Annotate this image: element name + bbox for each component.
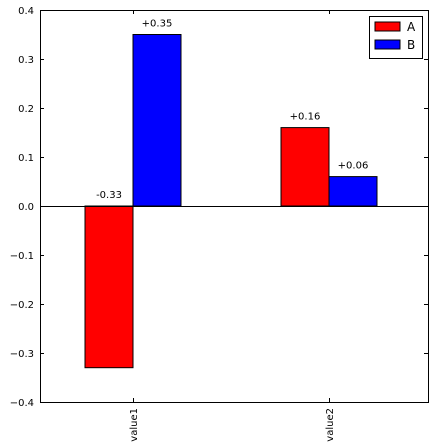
data-label-B-value1: +0.35 [142, 19, 173, 30]
data-label-A-value2: +0.16 [290, 112, 321, 123]
legend: AB [369, 16, 423, 59]
ytick-label: −0.3 [10, 349, 34, 360]
ytick-label: −0.1 [10, 251, 34, 262]
bars-group [84, 34, 378, 369]
legend-label-B: B [407, 38, 415, 52]
ytick-label: 0.2 [18, 104, 34, 115]
ytick-label: −0.4 [10, 398, 34, 409]
xtick-label-value2: value2 [325, 408, 336, 442]
data-label-B-value2: +0.06 [338, 161, 369, 172]
legend-label-A: A [407, 20, 416, 34]
data-label-A-value1: -0.33 [96, 190, 122, 201]
bar-B-value2 [328, 176, 378, 207]
legend-swatch-A [374, 21, 401, 32]
xtick-label-value1: value1 [129, 408, 140, 442]
data-labels-group: -0.33 +0.16 +0.35 +0.06 [96, 19, 368, 202]
ytick-label: −0.2 [10, 300, 34, 311]
bar-B-value1 [132, 34, 182, 207]
y-axis: −0.4 −0.3 −0.2 −0.1 0.0 0.1 0.2 0.3 0.4 [10, 6, 428, 409]
ytick-label: 0.1 [18, 153, 34, 164]
ytick-label: 0.3 [18, 55, 34, 66]
x-axis: value1 value2 [129, 10, 336, 442]
ytick-label: 0.0 [18, 202, 34, 213]
ytick-label: 0.4 [18, 6, 34, 17]
bar-A-value1 [84, 205, 134, 369]
legend-swatch-B [374, 39, 401, 50]
bar-A-value2 [280, 127, 330, 207]
